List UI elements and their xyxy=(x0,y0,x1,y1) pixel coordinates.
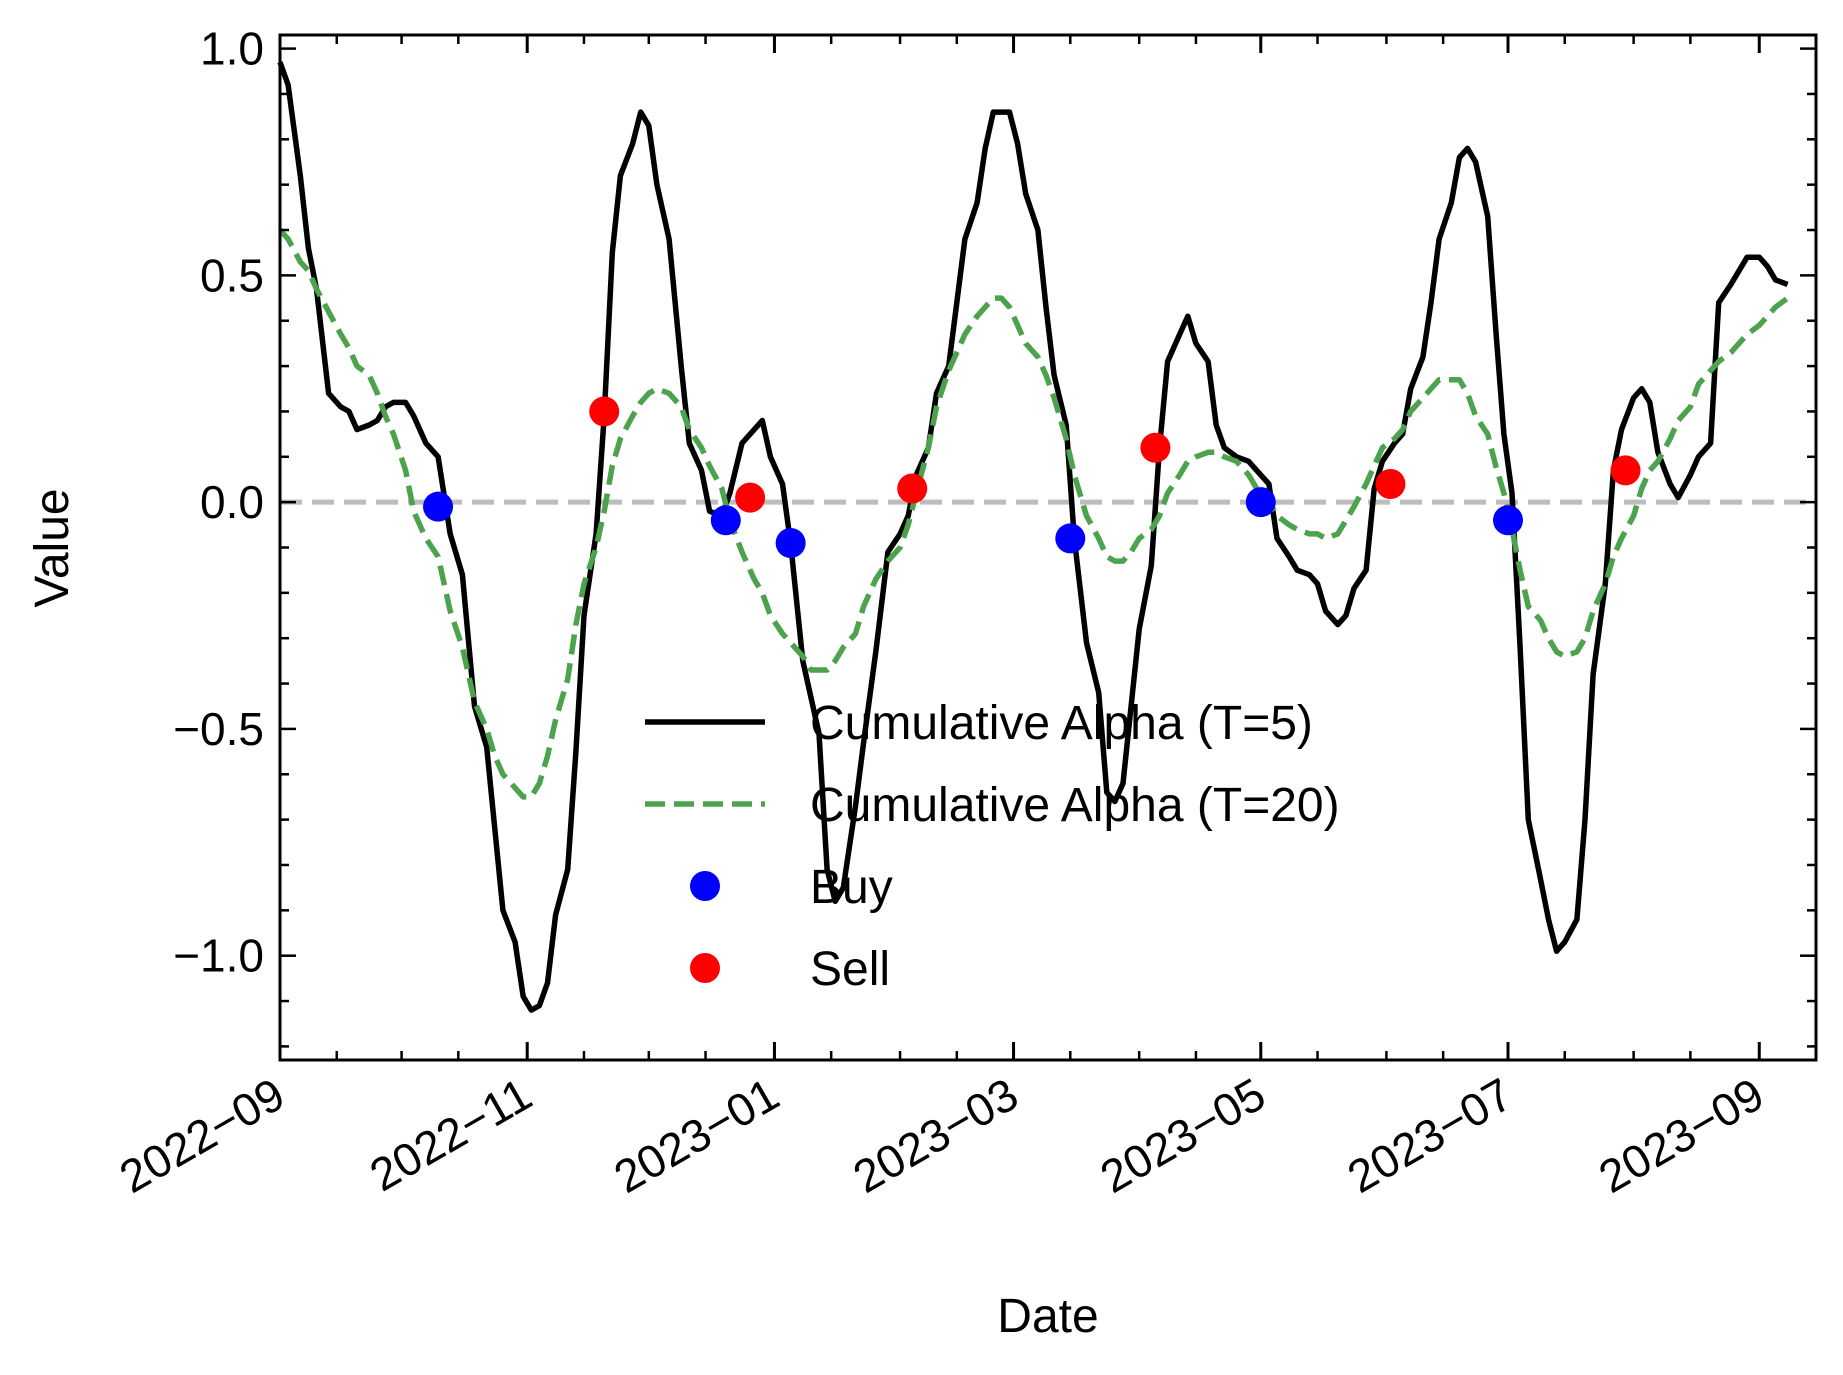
y-axis-label: Value xyxy=(26,488,79,607)
legend-label-0: Cumulative Alpha (T=5) xyxy=(810,697,1313,750)
legend-label-3: Sell xyxy=(810,943,890,996)
legend-label-2: Buy xyxy=(810,861,893,914)
series-3-point-1 xyxy=(735,482,766,513)
series-3-point-5 xyxy=(1610,455,1641,486)
ticks-layer xyxy=(278,35,1818,1060)
series-2-point-3 xyxy=(1055,523,1086,554)
series-3-point-3 xyxy=(1140,432,1171,463)
series-points-layer xyxy=(423,396,1641,558)
series-line-1 xyxy=(277,228,1790,800)
series-3-point-4 xyxy=(1375,469,1406,500)
x-tick-label-3: 2023−03 xyxy=(844,1068,1026,1203)
x-tick-label-1: 2022−11 xyxy=(361,1068,540,1202)
legend: Cumulative Alpha (T=5) Cumulative Alpha (… xyxy=(645,697,1340,996)
x-tick-label-5: 2023−07 xyxy=(1339,1068,1521,1203)
series-2-point-5 xyxy=(1492,505,1523,536)
x-axis-label: Date xyxy=(997,1290,1098,1343)
series-2-point-1 xyxy=(710,505,741,536)
legend-swatch-2 xyxy=(690,871,720,901)
y-tick-label-3: 0.5 xyxy=(200,249,264,301)
series-2-point-4 xyxy=(1245,487,1276,518)
series-3-point-2 xyxy=(897,473,928,504)
series-2-point-0 xyxy=(423,491,454,522)
y-tick-label-2: 0.0 xyxy=(200,476,264,528)
y-tick-label-0: −1.0 xyxy=(173,930,264,982)
x-tick-label-4: 2023−05 xyxy=(1092,1068,1274,1203)
tick-labels-layer: −1.0 −0.5 0.0 0.5 1.0 2022−09 2022−11 2023−01 20… xyxy=(111,23,1772,1203)
x-tick-label-0: 2022−09 xyxy=(111,1068,293,1203)
legend-swatch-3 xyxy=(690,953,720,983)
series-lines-layer xyxy=(277,61,1790,1013)
series-2-point-2 xyxy=(775,527,806,558)
series-3-point-0 xyxy=(589,396,620,427)
series-line-0 xyxy=(277,61,1789,1013)
plot-frame xyxy=(278,33,1818,1062)
y-tick-label-1: −0.5 xyxy=(173,703,264,755)
y-tick-label-4: 1.0 xyxy=(200,23,264,75)
legend-label-1: Cumulative Alpha (T=20) xyxy=(810,779,1340,832)
x-tick-label-2: 2023−01 xyxy=(605,1068,787,1203)
x-tick-label-6: 2023−09 xyxy=(1590,1068,1772,1203)
